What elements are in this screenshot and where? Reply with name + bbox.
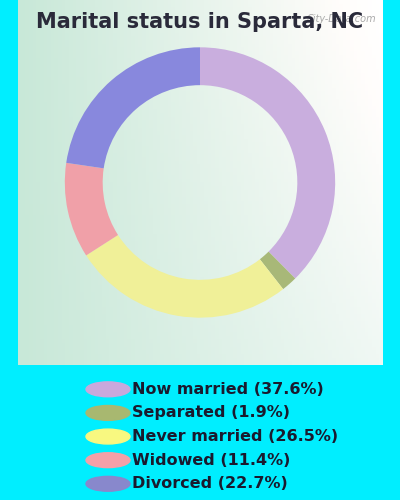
Text: Now married (37.6%): Now married (37.6%) <box>132 382 324 397</box>
Circle shape <box>86 453 130 468</box>
Circle shape <box>86 429 130 444</box>
Circle shape <box>86 476 130 491</box>
Wedge shape <box>260 252 295 289</box>
Text: Separated (1.9%): Separated (1.9%) <box>132 406 290 420</box>
Circle shape <box>86 406 130 420</box>
Wedge shape <box>200 48 335 278</box>
Wedge shape <box>86 235 283 318</box>
Text: City-Data.com: City-Data.com <box>306 14 376 24</box>
Text: Never married (26.5%): Never married (26.5%) <box>132 429 338 444</box>
Text: Widowed (11.4%): Widowed (11.4%) <box>132 452 290 468</box>
Circle shape <box>86 382 130 396</box>
Wedge shape <box>65 163 118 256</box>
Text: Marital status in Sparta, NC: Marital status in Sparta, NC <box>36 12 364 32</box>
Wedge shape <box>66 48 200 168</box>
Text: Divorced (22.7%): Divorced (22.7%) <box>132 476 288 492</box>
